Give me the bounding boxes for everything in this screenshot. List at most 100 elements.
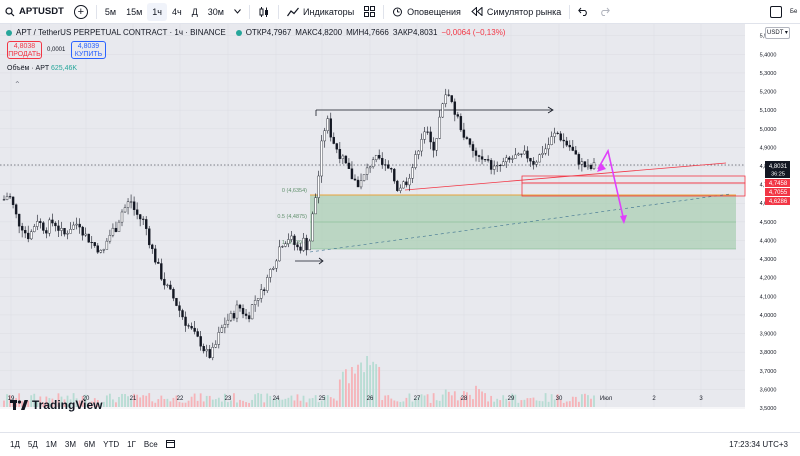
last-price-countdown: 36:25 xyxy=(771,172,785,178)
redo-button[interactable] xyxy=(594,0,615,24)
price-tick-label: 4,1000 xyxy=(760,294,777,300)
volume-bar xyxy=(239,399,241,407)
buy-button[interactable]: 4,8039 КУПИТЬ xyxy=(71,41,106,59)
candle-body xyxy=(514,154,517,159)
volume-bar xyxy=(105,395,108,407)
interval-30m[interactable]: 30м xyxy=(207,6,224,17)
range-6m[interactable]: 6М xyxy=(84,440,96,449)
time-axis[interactable] xyxy=(0,407,745,432)
currency-select[interactable]: USDT ▾ xyxy=(765,27,790,39)
trend-line-dashed[interactable] xyxy=(309,193,731,253)
range-1d[interactable]: 1Д xyxy=(10,440,20,449)
volume-bar xyxy=(248,402,250,407)
candle-body xyxy=(308,240,311,251)
interval-dropdown[interactable] xyxy=(229,0,246,24)
last-price-value: 4,8031 xyxy=(769,164,788,170)
indicators-button[interactable]: Индикаторы xyxy=(282,0,359,24)
candle-body xyxy=(214,344,217,348)
candles[interactable] xyxy=(2,88,596,361)
tradingview-logo[interactable]: TradingView xyxy=(10,398,102,412)
range-all[interactable]: Все xyxy=(143,440,158,449)
goto-date-button[interactable] xyxy=(162,439,179,450)
volume-bar xyxy=(366,355,368,407)
clock-timezone[interactable]: 17:23:34 UTC+3 xyxy=(729,440,788,449)
chart-area[interactable]: 0 (4,6354) 0.5 (4,4875) 1 (4,3398) 5,500… xyxy=(0,24,800,432)
candle-body xyxy=(259,289,263,299)
candle-body xyxy=(87,233,90,243)
candle-body xyxy=(408,178,411,186)
candle-body xyxy=(99,250,103,253)
range-5d[interactable]: 5Д xyxy=(27,440,38,449)
last-price-tag xyxy=(765,161,791,178)
projection-arrow[interactable] xyxy=(597,148,625,222)
interval-5m[interactable]: 5м xyxy=(104,6,117,17)
bottom-toolbar: 1Д 5Д 1М 3М 6М YTD 1Г Все 17:23:34 UTC+3 xyxy=(0,432,800,456)
candle-body xyxy=(353,178,357,181)
volume-bar xyxy=(142,395,145,407)
volume-legend[interactable]: Объём · APT 625,46K xyxy=(7,65,77,72)
volume-bar xyxy=(314,395,317,407)
interval-4h[interactable]: 4ч xyxy=(171,6,182,17)
volume-bar xyxy=(499,400,502,407)
redo-icon xyxy=(599,7,611,16)
interval-1h[interactable]: 1ч xyxy=(147,2,167,21)
volume-bar xyxy=(568,401,571,407)
range-1y[interactable]: 1Г xyxy=(127,440,136,449)
candle-body xyxy=(520,153,523,155)
interval-15m[interactable]: 15м xyxy=(126,6,143,17)
layout-settings-icon[interactable] xyxy=(770,6,782,18)
candle-body xyxy=(471,144,475,151)
range-3m[interactable]: 3М xyxy=(64,440,76,449)
chart-type-button[interactable] xyxy=(253,0,275,24)
volume-bar xyxy=(172,397,175,407)
price-chart[interactable]: 0 (4,6354) 0.5 (4,4875) 1 (4,3398) 5,500… xyxy=(0,24,791,432)
candle-body xyxy=(414,154,417,168)
replay-button[interactable]: Симулятор рынка xyxy=(466,0,566,24)
interval-1d[interactable]: Д xyxy=(191,6,198,17)
price-axis[interactable] xyxy=(745,24,790,432)
volume-bar xyxy=(487,401,490,407)
compare-button[interactable]: + xyxy=(69,0,93,24)
symbol-search[interactable]: APTUSDT xyxy=(0,0,69,24)
trend-line-red[interactable] xyxy=(404,162,727,191)
volume-bar xyxy=(399,401,402,407)
sell-button[interactable]: 4,8038 ПРОДАТЬ xyxy=(7,41,42,59)
range-1m[interactable]: 1М xyxy=(45,440,57,449)
candle-body xyxy=(105,240,109,250)
volume-bar xyxy=(202,401,205,407)
collapse-legend-icon[interactable]: ⌃ xyxy=(14,80,21,89)
legend-title[interactable]: APT / TetherUS PERPETUAL CONTRACT · 1ч ·… xyxy=(16,28,226,37)
volume-bar xyxy=(517,402,520,407)
indicators-icon xyxy=(287,7,299,17)
candle-body xyxy=(429,131,432,143)
candle-body xyxy=(538,154,541,163)
alerts-button[interactable]: Оповещения xyxy=(387,0,466,24)
divider xyxy=(278,4,279,19)
templates-button[interactable] xyxy=(359,0,380,24)
resistance-box-2[interactable] xyxy=(521,182,746,197)
candle-body xyxy=(456,114,460,117)
volume-bar xyxy=(18,393,21,407)
volume-bar xyxy=(462,391,465,407)
candle-body xyxy=(39,221,42,223)
volume-bar xyxy=(217,397,220,407)
volume-bar xyxy=(438,400,441,407)
volume-bar xyxy=(93,398,96,407)
volume-bar xyxy=(296,394,299,407)
candle-body xyxy=(275,260,278,269)
range-ytd[interactable]: YTD xyxy=(103,440,120,449)
time-tick-label: 26 xyxy=(367,396,374,402)
volume-bar xyxy=(493,401,496,407)
candle-body xyxy=(323,130,326,142)
time-tick-label: 28 xyxy=(461,396,468,402)
candle-body xyxy=(338,149,342,159)
undo-button[interactable] xyxy=(573,0,594,24)
candle-body xyxy=(123,207,127,213)
volume-bar xyxy=(236,402,238,407)
price-tag-red-value: 4,6286 xyxy=(769,199,788,205)
volume-bar xyxy=(214,399,217,407)
time-tick-label: 25 xyxy=(319,396,326,402)
time-tick-label: Июл xyxy=(600,396,613,402)
candle-body xyxy=(284,243,287,247)
volume-bar xyxy=(526,398,529,407)
